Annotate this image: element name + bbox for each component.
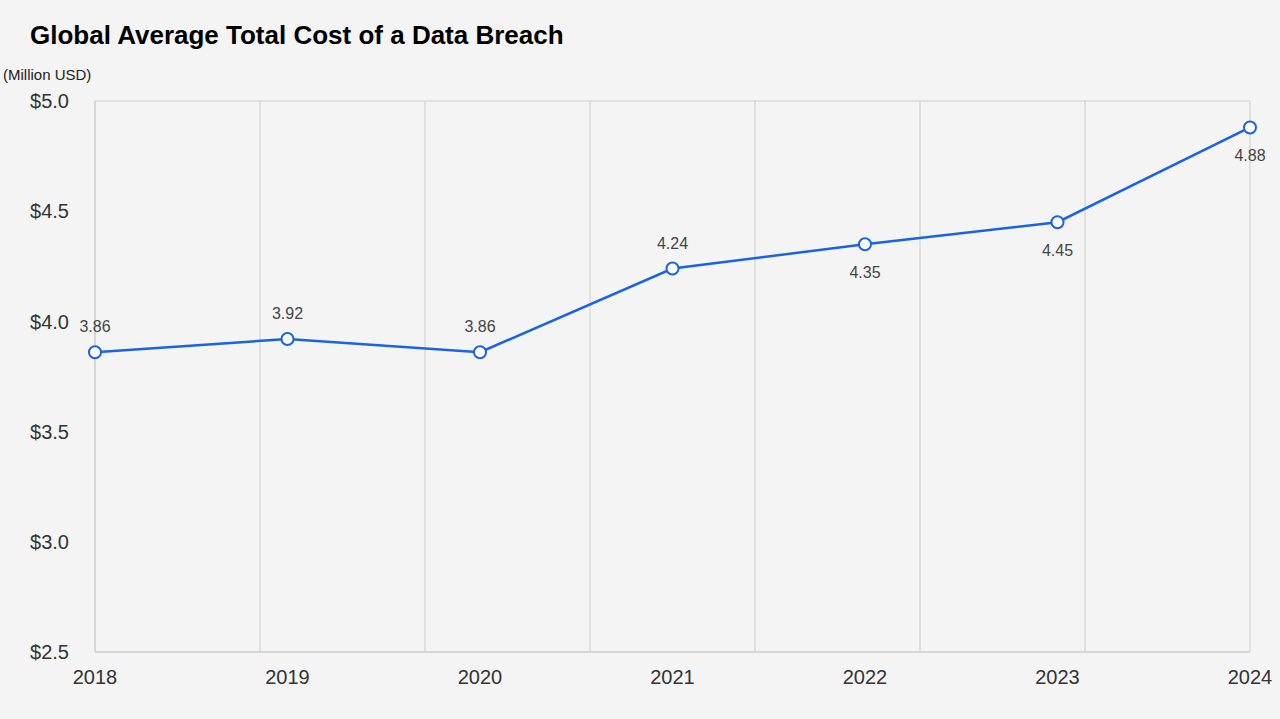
svg-text:3.86: 3.86	[79, 318, 110, 335]
svg-text:3.86: 3.86	[464, 318, 495, 335]
html-text:Global Average Total Cost of a: Global Average Total Cost of a Data Brea…	[30, 20, 564, 50]
svg-text:2022: 2022	[843, 666, 888, 688]
svg-text:4.35: 4.35	[849, 264, 880, 281]
svg-text:2018: 2018	[73, 666, 118, 688]
svg-text:2021: 2021	[650, 666, 695, 688]
svg-text:2019: 2019	[265, 666, 310, 688]
html-text:(Million USD): (Million USD)	[3, 66, 92, 83]
svg-text:4.24: 4.24	[657, 235, 688, 252]
svg-text:2023: 2023	[1035, 666, 1080, 688]
svg-text:4.45: 4.45	[1042, 242, 1073, 259]
svg-text:$3.0: $3.0	[30, 531, 69, 553]
svg-text:$3.5: $3.5	[30, 421, 69, 443]
svg-text:$2.5: $2.5	[30, 641, 69, 663]
svg-text:3.92: 3.92	[272, 305, 303, 322]
svg-text:$5.0: $5.0	[30, 90, 69, 112]
svg-text:2020: 2020	[458, 666, 503, 688]
svg-text:$4.0: $4.0	[30, 311, 69, 333]
svg-text:4.88: 4.88	[1234, 147, 1265, 164]
svg-text:2024: 2024	[1228, 666, 1272, 688]
svg-text:$4.5: $4.5	[30, 200, 69, 222]
